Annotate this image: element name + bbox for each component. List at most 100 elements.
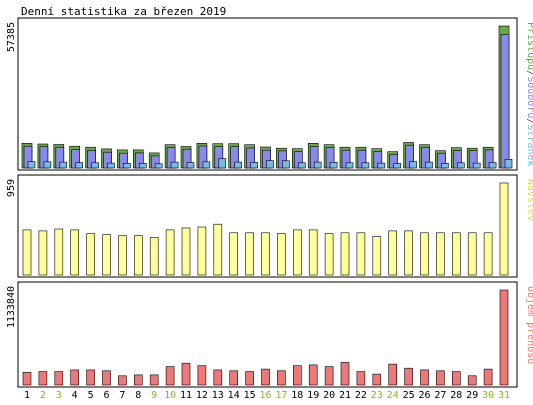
scale-label-hits: 57385: [6, 22, 17, 52]
bar-stranek-day-3: [59, 161, 68, 169]
x-tick-label-24: 24: [387, 390, 399, 401]
panel-frame-transfer: [17, 281, 518, 388]
legend-entry-hits-0: Přístupů: [525, 22, 533, 70]
x-axis-tick-labels: 1 2 3 4 5 6 7 8 9 10 11 12 13 14 15 16 17 18 19 20 21 22 23 24 2…: [24, 390, 510, 401]
bar-prenos-day-2: [38, 371, 48, 386]
legend-hits: Přístupů/Souborů/Stránek: [525, 22, 533, 167]
bar-prenos-day-16: [261, 368, 270, 386]
bar-prenos-day-1: [22, 372, 32, 386]
bar-stranek-day-13: [218, 158, 227, 169]
chart-panels: 57385Přístupů/Souborů/Stránek959Návštěv1…: [6, 17, 533, 388]
bar-stranek-day-6: [107, 162, 115, 169]
bar-stranek-day-14: [234, 161, 242, 169]
x-tick-label-20: 20: [323, 390, 335, 401]
bar-prenos-day-11: [181, 362, 191, 386]
scale-label-visits: 959: [6, 179, 17, 197]
bar-prenos-day-13: [213, 369, 223, 386]
bar-navstev-day-11: [181, 227, 191, 276]
bar-stranek-day-25: [409, 161, 417, 169]
legend-entry-hits-2: Souborů: [525, 76, 533, 118]
bar-stranek-day-10: [170, 161, 179, 169]
bar-stranek-day-29: [472, 162, 481, 169]
bar-navstev-day-14: [229, 232, 238, 276]
bar-stranek-day-16: [266, 160, 274, 169]
x-tick-label-23: 23: [371, 390, 383, 401]
bar-prenos-day-20: [324, 366, 334, 386]
bar-navstev-day-23: [372, 236, 382, 276]
x-tick-label-10: 10: [164, 390, 176, 401]
bar-stranek-day-24: [393, 163, 402, 169]
x-tick-label-15: 15: [244, 390, 256, 401]
bar-stranek-day-5: [91, 162, 99, 169]
bars-visits: [22, 182, 509, 276]
bar-stranek-day-17: [282, 160, 290, 169]
bar-stranek-day-15: [250, 162, 258, 169]
bar-navstev-day-1: [22, 229, 32, 276]
bar-stranek-day-30: [488, 162, 497, 169]
bar-navstev-day-29: [467, 232, 477, 276]
bar-navstev-day-15: [245, 232, 254, 276]
bar-stranek-day-2: [43, 161, 52, 169]
bar-prenos-day-25: [404, 367, 413, 386]
bar-prenos-day-15: [245, 371, 254, 386]
bars-transfer: [22, 289, 509, 386]
x-tick-label-11: 11: [180, 390, 192, 401]
x-tick-label-25: 25: [403, 390, 415, 401]
x-tick-label-8: 8: [135, 390, 141, 401]
panel-frame-hits: [17, 17, 518, 171]
bar-navstev-day-18: [292, 229, 302, 276]
x-tick-label-17: 17: [275, 390, 287, 401]
bar-stranek-day-21: [345, 162, 354, 169]
x-tick-label-26: 26: [418, 390, 430, 401]
x-tick-label-1: 1: [24, 390, 30, 401]
x-tick-label-21: 21: [339, 390, 351, 401]
bar-stranek-day-11: [186, 162, 195, 169]
bar-prenos-day-22: [356, 371, 366, 386]
bar-navstev-day-5: [86, 233, 95, 276]
bar-navstev-day-13: [213, 223, 223, 276]
bar-stranek-day-20: [329, 162, 338, 169]
bar-navstev-day-24: [388, 230, 398, 276]
bar-navstev-day-30: [483, 232, 493, 276]
x-tick-label-22: 22: [355, 390, 367, 401]
bar-navstev-day-6: [102, 234, 111, 276]
bar-navstev-day-21: [340, 232, 350, 276]
x-tick-label-16: 16: [259, 390, 271, 401]
bar-stranek-day-1: [27, 161, 36, 169]
x-tick-label-3: 3: [56, 390, 62, 401]
bar-stranek-day-8: [139, 163, 147, 169]
bar-navstev-day-31: [499, 182, 509, 276]
bar-navstev-day-28: [451, 232, 461, 276]
bar-prenos-day-12: [197, 365, 207, 386]
bar-navstev-day-16: [261, 232, 270, 276]
bar-prenos-day-26: [420, 369, 429, 386]
panel-frame-visits: [17, 174, 518, 278]
bar-souboru-day-31: [500, 34, 510, 169]
bar-prenos-day-8: [134, 374, 143, 386]
bar-stranek-day-12: [202, 161, 211, 169]
legend-entry-hits-4: Stránek: [525, 124, 533, 166]
x-tick-label-7: 7: [119, 390, 125, 401]
bar-navstev-day-26: [420, 232, 429, 276]
bar-navstev-day-19: [308, 229, 318, 276]
x-tick-label-14: 14: [228, 390, 240, 401]
bar-navstev-day-25: [404, 230, 413, 276]
bar-navstev-day-8: [134, 235, 143, 276]
bar-prenos-day-4: [70, 369, 79, 386]
x-tick-label-13: 13: [212, 390, 224, 401]
legend-entry-hits-3: /: [525, 118, 533, 124]
x-tick-label-9: 9: [151, 390, 157, 401]
bar-stranek-day-7: [123, 163, 131, 169]
bar-stranek-day-19: [313, 161, 322, 169]
bar-prenos-day-18: [292, 365, 302, 386]
x-tick-label-12: 12: [196, 390, 208, 401]
bar-stranek-day-18: [297, 162, 306, 169]
bars-hits: [21, 25, 513, 169]
bar-prenos-day-14: [229, 370, 238, 386]
bar-prenos-day-5: [86, 369, 95, 386]
legend-entry-hits-1: /: [525, 70, 533, 76]
bar-stranek-day-23: [377, 162, 386, 169]
panel-visits: 959 Návštěv: [6, 174, 533, 278]
